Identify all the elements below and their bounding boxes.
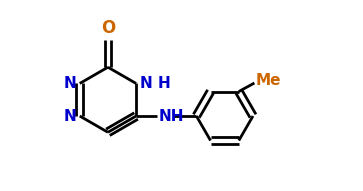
Text: Me: Me <box>256 73 281 88</box>
Text: O: O <box>101 19 115 37</box>
Text: N: N <box>64 76 76 91</box>
Text: NH: NH <box>158 108 184 124</box>
Text: N H: N H <box>139 76 170 91</box>
Text: N: N <box>64 108 76 124</box>
